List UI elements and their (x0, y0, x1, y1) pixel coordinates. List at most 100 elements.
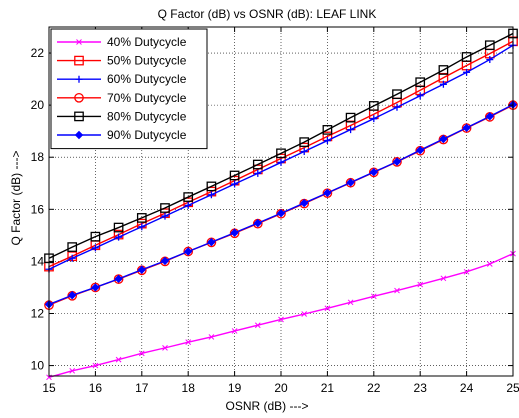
data-point (276, 148, 286, 159)
y-tick-label: 12 (31, 306, 45, 320)
data-point (252, 159, 263, 170)
data-point (185, 339, 192, 345)
y-tick-label: 22 (31, 46, 45, 60)
data-point (299, 198, 309, 208)
data-point (463, 268, 470, 275)
data-point (90, 231, 101, 242)
legend-swatch-marker (74, 111, 84, 122)
x-tick-label: 25 (506, 381, 519, 395)
data-point (115, 233, 123, 241)
legend-swatch-marker (76, 39, 82, 45)
data-point (253, 218, 263, 228)
data-point (486, 261, 493, 267)
data-point (183, 247, 193, 256)
series-line (48, 32, 514, 259)
data-point (347, 299, 354, 306)
data-point (69, 367, 76, 374)
data-point (346, 178, 355, 187)
legend-item: 80% Dutycycle (57, 109, 187, 123)
legend-swatch-marker (74, 55, 84, 66)
x-tick-label: 17 (135, 381, 149, 395)
legend-item: 50% Dutycycle (57, 54, 187, 68)
x-axis-title: OSNR (dB) ---> (225, 399, 308, 413)
data-point (301, 311, 308, 317)
data-point (92, 362, 99, 369)
data-point (370, 293, 377, 300)
legend-box (50, 28, 208, 150)
data-point (91, 244, 99, 252)
data-point (161, 212, 169, 220)
data-point (229, 170, 240, 181)
legend-label: 50% Dutycycle (107, 54, 187, 68)
data-point (67, 291, 77, 300)
legend-label: 60% Dutycycle (107, 72, 187, 86)
data-point (278, 316, 284, 323)
data-point (113, 222, 124, 233)
data-point (160, 203, 170, 213)
y-tick-label: 18 (31, 150, 45, 164)
data-point (370, 115, 378, 123)
data-point (231, 328, 238, 334)
data-point (231, 180, 239, 188)
legend-item: 90% Dutycycle (57, 128, 187, 142)
x-tick-label: 16 (89, 381, 103, 395)
data-point (138, 223, 146, 231)
data-point (114, 274, 123, 284)
x-tick-label: 18 (182, 381, 196, 395)
data-point (485, 112, 495, 121)
legend-swatch-marker (75, 75, 83, 83)
x-tick-label: 22 (367, 381, 381, 395)
x-tick-label: 24 (460, 381, 474, 395)
legend-item: 70% Dutycycle (57, 91, 187, 105)
data-point (369, 167, 379, 177)
data-point (484, 40, 495, 51)
data-point (415, 145, 425, 155)
data-point (368, 101, 379, 111)
y-tick-label: 16 (31, 202, 45, 216)
data-point (276, 209, 286, 218)
data-point (299, 137, 310, 147)
data-point (438, 65, 449, 75)
legend-label: 70% Dutycycle (107, 91, 187, 105)
data-point (137, 265, 147, 274)
data-point (462, 123, 471, 133)
legend-label: 90% Dutycycle (107, 128, 187, 142)
data-point (300, 147, 308, 155)
data-point (183, 192, 194, 202)
data-point (461, 52, 472, 62)
y-tick-label: 14 (31, 254, 45, 268)
data-point (162, 345, 168, 351)
data-point (463, 68, 471, 76)
axes: 15 16 17 18 19 20 21 22 23 24 25 10 12 14 16 18 20 22 (31, 26, 519, 395)
data-point (206, 181, 217, 192)
data-point (416, 92, 424, 100)
legend-label: 40% Dutycycle (107, 35, 187, 49)
data-point (324, 305, 331, 312)
data-point (136, 213, 147, 223)
y-axis-title: Q Factor (dB) ---> (9, 150, 23, 245)
data-point (254, 169, 262, 177)
data-point (160, 256, 170, 266)
data-point (322, 125, 333, 135)
legend-label: 80% Dutycycle (107, 109, 187, 123)
data-point (393, 103, 401, 111)
data-point (207, 237, 216, 247)
data-point (439, 80, 447, 88)
data-point (415, 77, 426, 88)
data-point (439, 134, 448, 144)
data-point (323, 188, 332, 198)
data-point (254, 322, 261, 329)
legend: 40% Dutycycle 50% Dutycycle 60% Dutycycle 7… (50, 28, 208, 150)
x-tick-label: 15 (42, 381, 56, 395)
x-tick-label: 20 (274, 381, 288, 395)
data-point (417, 281, 424, 288)
series-5 (44, 28, 518, 264)
y-tick-label: 10 (31, 359, 45, 373)
data-point (277, 158, 285, 166)
legend-swatch-marker (74, 92, 84, 103)
data-point (323, 137, 331, 145)
data-point (91, 283, 100, 292)
data-point (440, 275, 447, 282)
